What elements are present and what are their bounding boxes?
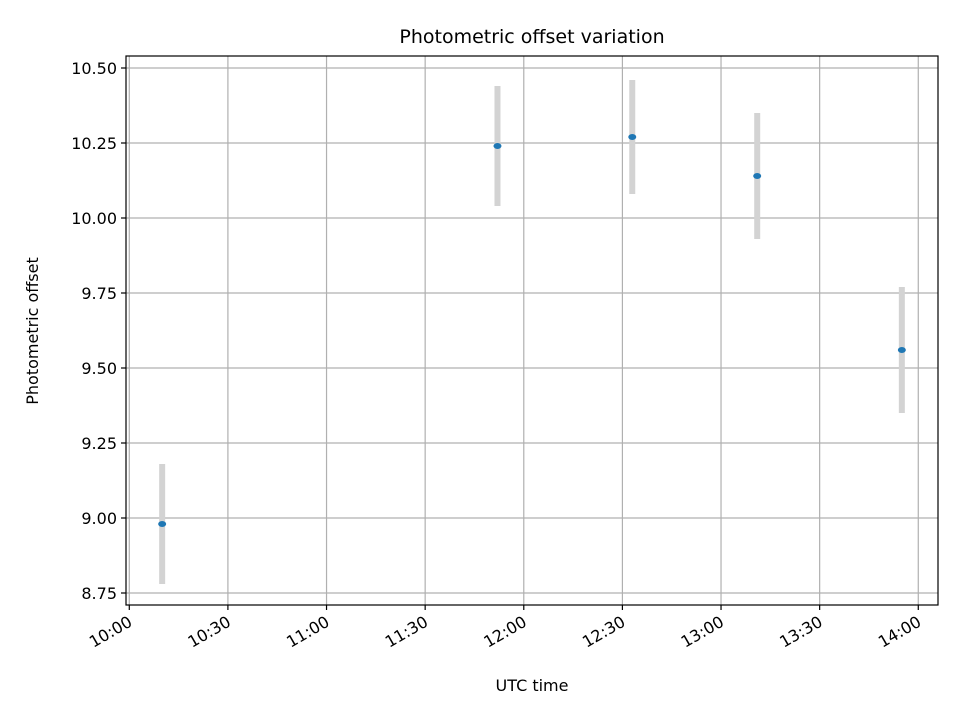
y-tick-label: 10.00 (71, 209, 117, 228)
y-tick-label: 10.50 (71, 59, 117, 78)
data-point (158, 521, 167, 527)
x-tick-label: 11:00 (283, 612, 332, 652)
errorbar-layer (159, 80, 905, 584)
y-axis: 8.75 9.00 9.25 9.50 9.75 10.00 10.25 10.50 (71, 59, 126, 603)
x-tick-label: 13:00 (678, 612, 727, 652)
y-tick-label: 9.25 (81, 434, 117, 453)
x-tick-label: 10:00 (86, 612, 135, 652)
x-tick-label: 13:30 (776, 612, 825, 652)
y-tick-label: 10.25 (71, 134, 117, 153)
point-layer (158, 134, 906, 527)
y-tick-label: 9.75 (81, 284, 117, 303)
plot-frame (125, 55, 939, 606)
y-tick-label: 9.00 (81, 509, 117, 528)
x-tick-label: 12:00 (480, 612, 529, 652)
x-axis-label: UTC time (496, 676, 569, 695)
data-point (897, 347, 906, 353)
grid-layer (126, 56, 938, 605)
chart-title: Photometric offset variation (399, 26, 664, 48)
x-tick-label: 14:00 (875, 612, 924, 652)
y-axis-label: Photometric offset (23, 257, 42, 405)
x-tick-label: 12:30 (579, 612, 628, 652)
data-point (493, 143, 502, 149)
x-tick-label: 10:30 (184, 612, 233, 652)
x-tick-label: 11:30 (382, 612, 431, 652)
x-axis: 10:00 10:30 11:00 11:30 12:00 12:30 13:00 13:30… (86, 605, 924, 652)
y-tick-label: 9.50 (81, 359, 117, 378)
data-point (753, 173, 762, 179)
data-point (628, 134, 637, 140)
y-tick-label: 8.75 (81, 584, 117, 603)
